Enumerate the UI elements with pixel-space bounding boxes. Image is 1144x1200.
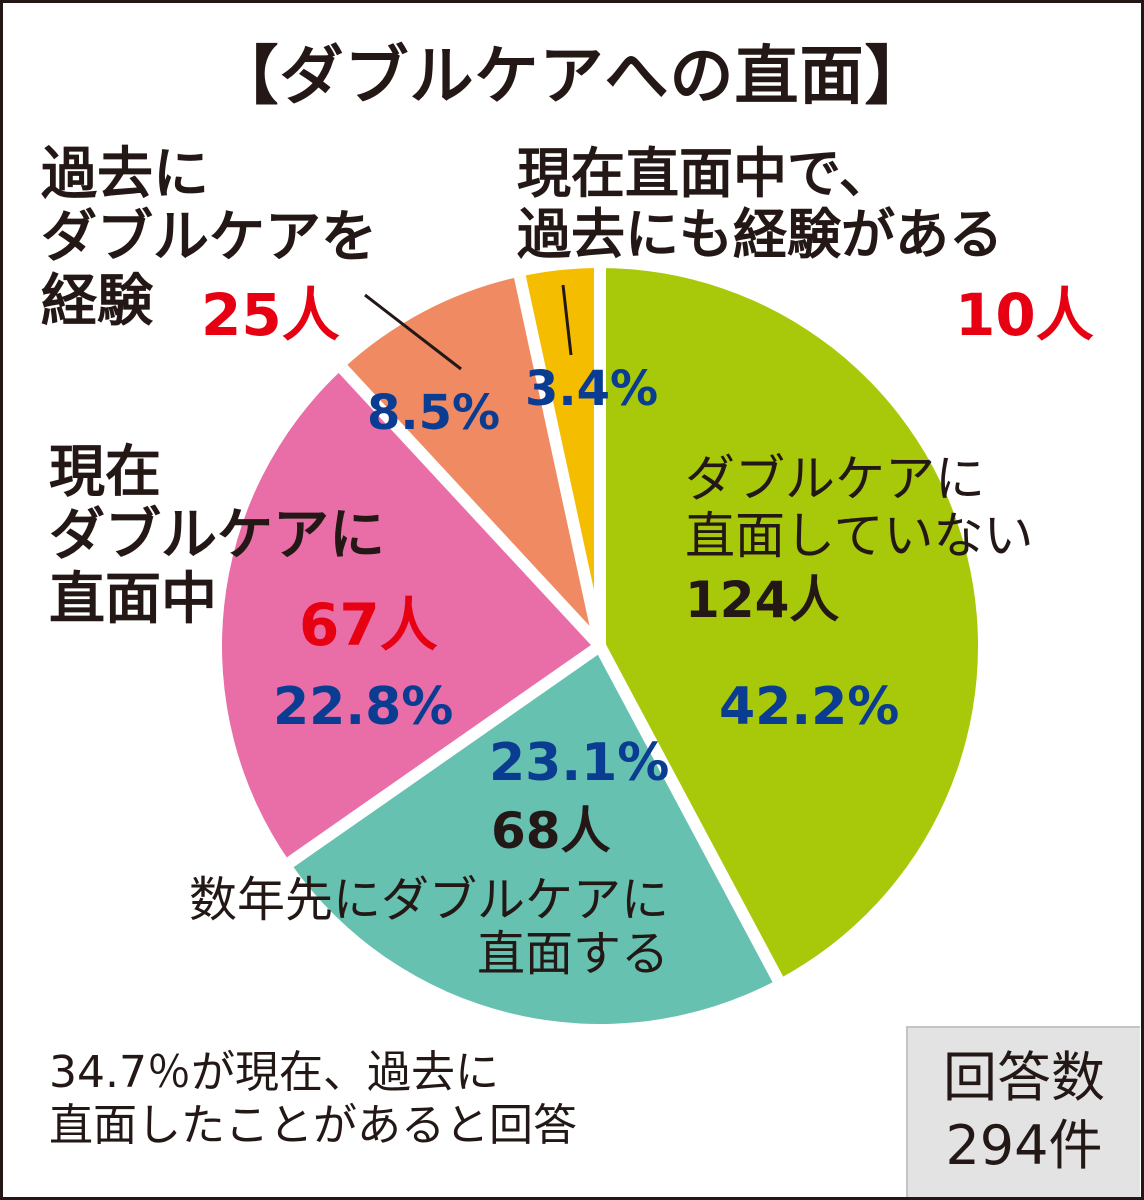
slice-label-line: 直面していない — [685, 506, 1034, 565]
pie-chart — [221, 268, 978, 1024]
slice-percent-current-and-past: 3.4% — [525, 361, 659, 417]
respondent-count-box: 回答数 294件 — [906, 1026, 1140, 1197]
slice-percent-future: 23.1% — [489, 733, 670, 793]
respondent-count-value: 294件 — [945, 1113, 1103, 1177]
summary-note: 34.7％が現在、過去に 直面したことがあると回答 — [49, 1047, 577, 1153]
slice-percent-not-facing: 42.2% — [719, 677, 900, 737]
slice-not-facing — [600, 268, 978, 980]
slice-label-line: ダブルケアに — [49, 503, 385, 569]
slice-label-line: ダブルケアに — [685, 450, 985, 508]
slice-current — [221, 368, 600, 863]
slice-label-past: 過去に ダブルケアを 経験 — [41, 143, 377, 333]
slice-percent-current: 22.8% — [273, 677, 454, 737]
slice-label-line: 過去にも経験がある — [517, 203, 1003, 267]
slice-label-line: 数年先にダブルケアに — [188, 872, 669, 928]
slice-count: 124人 — [685, 571, 840, 629]
slice-future — [290, 646, 778, 1024]
slice-percent-past: 8.5% — [367, 385, 501, 441]
leader-line — [364, 293, 462, 371]
slice-label-line: ダブルケアを — [41, 205, 377, 271]
slice-count-current-and-past: 10人 — [955, 281, 1094, 349]
slice-label-line: 現在 — [49, 440, 161, 505]
slice-label-line: 直面中 — [49, 566, 217, 632]
respondent-count-label: 回答数 — [943, 1046, 1105, 1109]
slice-label-line: 現在直面中で、 — [517, 142, 893, 205]
slice-separator — [338, 364, 605, 651]
slice-label-line: 直面する — [476, 926, 669, 983]
slice-separator — [286, 641, 604, 868]
summary-note-line: 直面したことがあると回答 — [49, 1099, 577, 1151]
slice-count-future: 68人 — [491, 802, 611, 860]
chart-title: 【ダブルケアへの直面】 — [214, 40, 930, 114]
slice-label-line: 経験 — [41, 268, 153, 334]
slice-label-future: 数年先にダブルケアに 直面する — [103, 872, 669, 983]
slice-separator — [594, 643, 784, 983]
slice-count-past: 25人 — [201, 281, 340, 349]
slice-separator — [513, 275, 606, 648]
slice-count-current: 67人 — [299, 591, 438, 659]
slice-label-current-and-past: 現在直面中で、 過去にも経験がある — [517, 143, 1003, 265]
slice-label-not-facing: ダブルケアに 直面していない 124人 — [685, 451, 1034, 629]
summary-note-line: 34.7％が現在、過去に — [49, 1047, 499, 1098]
leader-line — [561, 284, 573, 356]
slice-label-line: 過去に — [41, 142, 209, 207]
slice-label-current: 現在 ダブルケアに 直面中 — [49, 441, 385, 631]
